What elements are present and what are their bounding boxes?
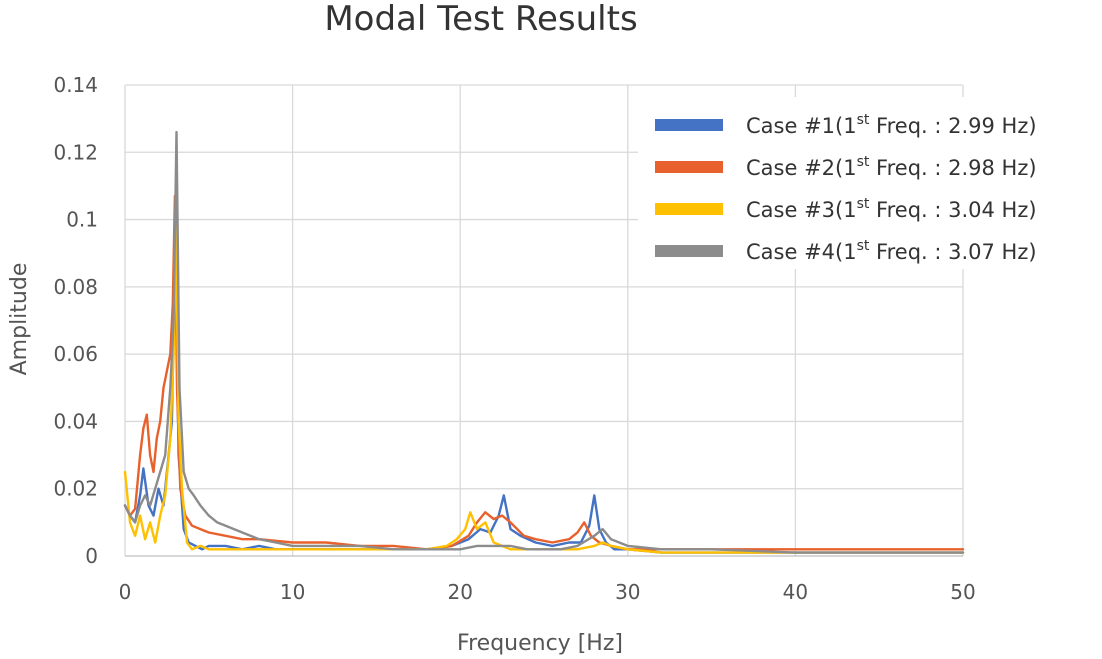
series-line-case-4 [123, 130, 965, 554]
series-layer [123, 130, 965, 554]
y-tick-label: 0.14 [53, 73, 98, 97]
x-tick-label: 30 [615, 580, 640, 604]
legend-label-case-3: Case #3(1st Freq. : 3.04 Hz) [746, 196, 1037, 222]
y-axis-label: Amplitude [7, 263, 32, 376]
legend: Case #1(1st Freq. : 2.99 Hz)Case #2(1st … [638, 97, 1102, 269]
x-axis-label: Frequency [Hz] [457, 631, 623, 656]
legend-label-case-4: Case #4(1st Freq. : 3.07 Hz) [746, 238, 1037, 264]
legend-swatch-case-3 [655, 203, 723, 215]
legend-label-prefix: Case #2(1 [746, 156, 857, 180]
x-tick-label: 20 [447, 580, 472, 604]
y-tick-label: 0.02 [53, 477, 98, 501]
legend-label-superscript: st [857, 154, 870, 170]
legend-label-prefix: Case #1(1 [746, 114, 857, 138]
legend-label-suffix: Freq. : 3.04 Hz) [869, 198, 1036, 222]
series-line-case-3 [123, 225, 965, 554]
legend-label-suffix: Freq. : 2.98 Hz) [869, 156, 1036, 180]
legend-label-superscript: st [857, 196, 870, 212]
y-tick-label: 0 [85, 544, 98, 568]
y-tick-label: 0.12 [53, 140, 98, 164]
tick-layer: 0 0.02 0.04 0.06 0.08 0.1 0.12 0.14 0 10 20 30 40 50 [53, 73, 975, 604]
legend-label-superscript: st [857, 238, 870, 254]
legend-swatch-case-2 [655, 161, 723, 173]
x-tick-label: 40 [783, 580, 808, 604]
y-tick-label: 0.04 [53, 409, 98, 433]
y-tick-label: 0.1 [66, 208, 98, 232]
chart-title: Modal Test Results [324, 0, 637, 39]
legend-label-superscript: st [857, 112, 870, 128]
series-line-case-1 [123, 235, 965, 554]
legend-label-suffix: Freq. : 2.99 Hz) [869, 114, 1036, 138]
legend-label-suffix: Freq. : 3.07 Hz) [869, 240, 1036, 264]
legend-label-case-1: Case #1(1st Freq. : 2.99 Hz) [746, 112, 1037, 138]
legend-label-case-2: Case #2(1st Freq. : 2.98 Hz) [746, 154, 1037, 180]
y-tick-label: 0.08 [53, 275, 98, 299]
legend-swatch-case-1 [655, 119, 723, 131]
y-tick-label: 0.06 [53, 342, 98, 366]
legend-label-prefix: Case #3(1 [746, 198, 857, 222]
legend-label-prefix: Case #4(1 [746, 240, 857, 264]
series-line-case-2 [123, 194, 965, 551]
legend-swatch-case-4 [655, 245, 723, 257]
x-tick-label: 10 [280, 580, 305, 604]
x-tick-label: 0 [119, 580, 132, 604]
x-tick-label: 50 [950, 580, 975, 604]
